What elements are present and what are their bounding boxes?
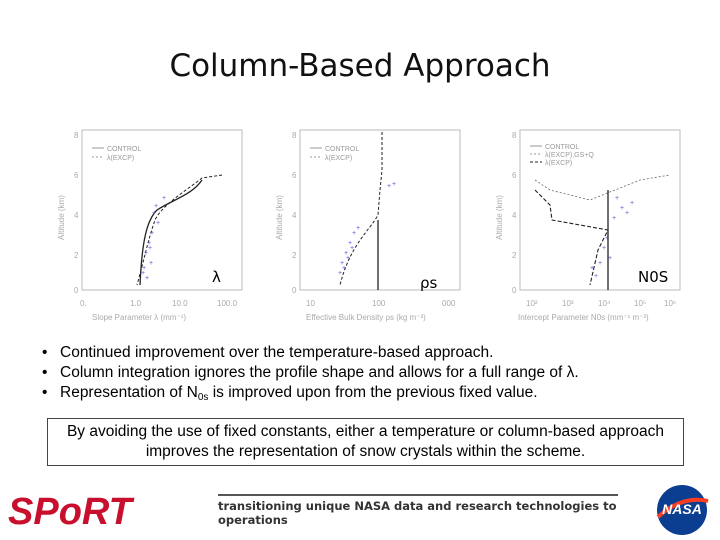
svg-text:+: + xyxy=(352,230,356,237)
svg-text:+: + xyxy=(594,273,598,280)
svg-text:+: + xyxy=(625,210,629,217)
page-title: Column-Based Approach xyxy=(169,48,551,84)
y-tick: 6 xyxy=(74,171,79,180)
rho-profile-plot: 8 6 4 2 0 Altitude (km) 10 100 000 Effec… xyxy=(275,129,461,322)
y-tick: 4 xyxy=(74,211,79,220)
y-tick: 6 xyxy=(512,171,517,180)
svg-text:+: + xyxy=(346,255,350,262)
svg-text:+: + xyxy=(348,240,352,247)
legend-entry: λ(EXCP) xyxy=(325,155,352,162)
svg-text:+: + xyxy=(162,195,166,202)
x-tick: 10 xyxy=(306,299,315,308)
bullet-item: Representation of N0s is improved upon f… xyxy=(42,383,702,408)
svg-text:+: + xyxy=(350,245,354,252)
svg-text:+: + xyxy=(612,215,616,222)
svg-text:+: + xyxy=(156,220,160,227)
y-tick: 4 xyxy=(512,211,517,220)
y-tick: 8 xyxy=(74,131,79,140)
bullet-item: Continued improvement over the temperatu… xyxy=(42,343,702,363)
x-tick: 10² xyxy=(526,299,538,308)
x-axis-label: Slope Parameter λ (mm⁻¹) xyxy=(92,313,186,322)
y-tick: 6 xyxy=(292,171,297,180)
svg-text:+: + xyxy=(149,260,153,267)
legend-entry: CONTROL xyxy=(107,146,141,153)
svg-text:+: + xyxy=(392,181,396,188)
nasa-logo: NASA xyxy=(656,485,709,535)
y-tick: 4 xyxy=(292,211,297,220)
y-axis-label: Altitude (km) xyxy=(57,195,66,240)
svg-text:+: + xyxy=(147,240,151,247)
x-tick: 10³ xyxy=(562,299,574,308)
x-tick: 10⁶ xyxy=(664,299,676,308)
y-tick: 0 xyxy=(292,286,297,295)
svg-text:+: + xyxy=(145,275,149,282)
lambda-profile-plot: 8 6 4 2 0 Altitude (km) 0. 1.0 10.0 100.… xyxy=(57,129,243,322)
svg-text:+: + xyxy=(148,245,152,252)
sport-logo: SPoRT xyxy=(8,491,135,532)
svg-text:+: + xyxy=(608,255,612,262)
svg-text:+: + xyxy=(598,260,602,267)
svg-text:+: + xyxy=(142,265,146,272)
y-axis-label: Altitude (km) xyxy=(495,195,504,240)
x-axis-label: Intercept Parameter N0s (mm⁻¹ m⁻³) xyxy=(518,313,649,322)
svg-text:+: + xyxy=(344,250,348,257)
panel-label-rho-text: ρs xyxy=(420,274,438,292)
bullet-list: Continued improvement over the temperatu… xyxy=(42,343,702,408)
bullet-item: Column integration ignores the profile s… xyxy=(42,363,702,383)
summary-box: By avoiding the use of fixed constants, … xyxy=(47,418,684,466)
svg-text:+: + xyxy=(342,265,346,272)
nasa-logo-text: NASA xyxy=(662,501,702,517)
y-tick: 0 xyxy=(512,286,517,295)
x-tick: 10.0 xyxy=(172,299,188,308)
y-tick: 2 xyxy=(292,251,297,260)
svg-text:+: + xyxy=(338,270,342,277)
svg-text:+: + xyxy=(141,270,145,277)
panel-label-lambda: λ xyxy=(212,268,221,286)
svg-text:+: + xyxy=(615,195,619,202)
legend-entry: CONTROL xyxy=(545,144,579,151)
x-tick: 100.0 xyxy=(217,299,238,308)
svg-text:+: + xyxy=(605,235,609,242)
legend-entry: λ(EXCP) xyxy=(107,155,134,162)
x-axis-label: Effective Bulk Density ρs (kg m⁻³) xyxy=(306,313,426,322)
svg-text:+: + xyxy=(630,200,634,207)
legend-entry: λ(EXCP),GS+Q xyxy=(545,152,594,159)
y-tick: 0 xyxy=(74,286,79,295)
panel-label-n0s: N0S xyxy=(638,268,669,286)
svg-text:+: + xyxy=(340,260,344,267)
y-tick: 8 xyxy=(292,131,297,140)
panel-label-rho: ρs xyxy=(420,274,437,292)
svg-text:+: + xyxy=(154,203,158,210)
svg-text:+: + xyxy=(356,225,360,232)
x-tick: 000 xyxy=(442,299,456,308)
x-tick: 100 xyxy=(372,299,386,308)
panel-rho: 8 6 4 2 0 Altitude (km) 10 100 000 Effec… xyxy=(270,120,466,330)
footer-tagline: transitioning unique NASA data and resea… xyxy=(218,494,618,527)
bullet-text: Representation of N xyxy=(60,384,198,401)
svg-text:+: + xyxy=(150,230,154,237)
x-tick: 0. xyxy=(80,299,87,308)
y-tick: 2 xyxy=(512,251,517,260)
x-tick: 10⁴ xyxy=(598,299,611,308)
sport-logo-text: SPoRT xyxy=(8,491,135,532)
x-tick: 1.0 xyxy=(130,299,142,308)
bullet-text: is improved upon from the previous fixed… xyxy=(208,384,538,401)
svg-text:+: + xyxy=(387,183,391,190)
svg-text:+: + xyxy=(590,265,594,272)
svg-text:+: + xyxy=(144,250,148,257)
panel-n0s: 8 6 4 2 0 Altitude (km) 10² 10³ 10⁴ 10⁵ … xyxy=(490,120,686,330)
legend-entry: CONTROL xyxy=(325,146,359,153)
svg-text:+: + xyxy=(602,245,606,252)
panel-lambda: 8 6 4 2 0 Altitude (km) 0. 1.0 10.0 100.… xyxy=(52,120,248,330)
svg-text:+: + xyxy=(620,205,624,212)
n0s-profile-plot: 8 6 4 2 0 Altitude (km) 10² 10³ 10⁴ 10⁵ … xyxy=(495,129,681,322)
y-tick: 2 xyxy=(74,251,79,260)
svg-text:+: + xyxy=(152,210,156,217)
y-tick: 8 xyxy=(512,131,517,140)
x-tick: 10⁵ xyxy=(634,299,646,308)
subscript: 0s xyxy=(197,392,209,403)
legend-entry: λ(EXCP) xyxy=(545,160,572,167)
y-axis-label: Altitude (km) xyxy=(275,195,284,240)
